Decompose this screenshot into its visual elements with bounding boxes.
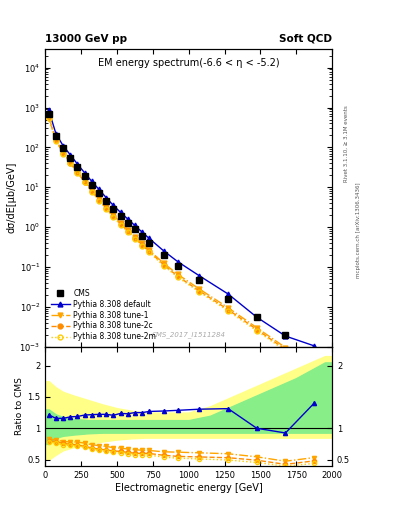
Text: mcplots.cern.ch [arXiv:1306.3436]: mcplots.cern.ch [arXiv:1306.3436] <box>356 183 361 278</box>
X-axis label: Electromagnetic energy [GeV]: Electromagnetic energy [GeV] <box>115 482 263 493</box>
Text: 13000 GeV pp: 13000 GeV pp <box>45 33 127 44</box>
Legend: CMS, Pythia 8.308 default, Pythia 8.308 tune-1, Pythia 8.308 tune-2c, Pythia 8.3: CMS, Pythia 8.308 default, Pythia 8.308 … <box>49 287 158 343</box>
Text: CMS_2017_I1511284: CMS_2017_I1511284 <box>152 331 226 338</box>
Text: EM energy spectrum(-6.6 < η < -5.2): EM energy spectrum(-6.6 < η < -5.2) <box>98 57 279 68</box>
Text: Soft QCD: Soft QCD <box>279 33 332 44</box>
Y-axis label: Ratio to CMS: Ratio to CMS <box>15 377 24 435</box>
Text: Rivet 3.1.10, ≥ 3.1M events: Rivet 3.1.10, ≥ 3.1M events <box>344 105 349 182</box>
Y-axis label: dσ/dE[μb/GeV]: dσ/dE[μb/GeV] <box>7 162 17 233</box>
